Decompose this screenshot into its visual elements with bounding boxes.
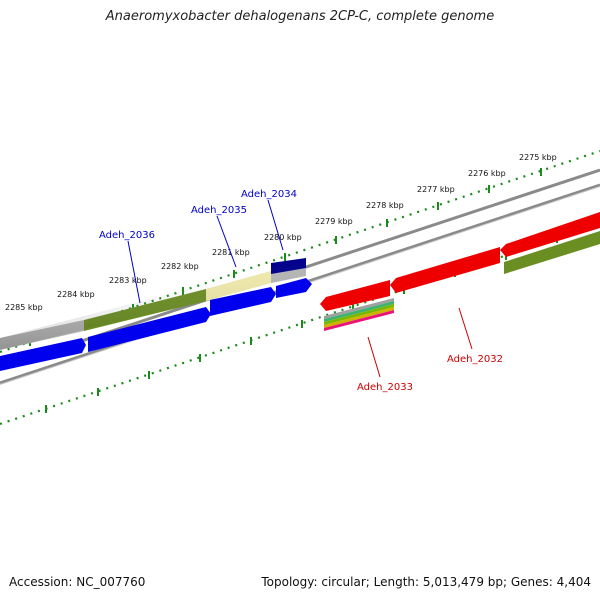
cds-arrow-adeh-2032[interactable] (390, 247, 500, 293)
gene-label-adeh-2033[interactable]: Adeh_2033 (357, 382, 413, 393)
cds-arrow-adeh-2034[interactable] (276, 278, 312, 298)
gene-label-adeh-2032[interactable]: Adeh_2032 (447, 354, 503, 365)
genome-summary-text: Topology: circular; Length: 5,013,479 bp… (261, 575, 591, 589)
tick-label-2279: 2279 kbp (315, 217, 353, 226)
cog-shading (0, 258, 306, 350)
cds-arrow-forward-left[interactable] (0, 338, 86, 371)
cds-arrow-adeh-2035[interactable] (210, 287, 276, 316)
cog-category-track (0, 231, 600, 350)
tick-label-2284: 2284 kbp (57, 290, 95, 299)
tick-label-2276: 2276 kbp (468, 169, 506, 178)
cds-arrow-reverse-right[interactable] (500, 212, 600, 257)
tick-label-2275: 2275 kbp (519, 153, 557, 162)
tick-label-2278: 2278 kbp (366, 201, 404, 210)
cog-block-olive-right (504, 231, 600, 274)
tick-label-2283: 2283 kbp (109, 276, 147, 285)
tick-label-2282: 2282 kbp (161, 262, 199, 271)
cds-arrow-adeh-2033[interactable] (320, 280, 390, 311)
gene-label-adeh-2036[interactable]: Adeh_2036 (99, 230, 155, 241)
gene-label-adeh-2035[interactable]: Adeh_2035 (191, 205, 247, 216)
reverse-cds-track (320, 212, 600, 311)
accession-text: Accession: NC_007760 (9, 575, 146, 589)
rna-feature-stripes (324, 298, 394, 331)
forward-cds-track (0, 278, 312, 371)
tick-label-2277: 2277 kbp (417, 185, 455, 194)
gene-labels: Adeh_2036 Adeh_2035 Adeh_2034 Adeh_2033 … (99, 189, 503, 393)
map-title: Anaeromyxobacter dehalogenans 2CP-C, com… (105, 9, 495, 24)
gene-label-leaders (127, 199, 473, 378)
gene-label-adeh-2034[interactable]: Adeh_2034 (241, 189, 297, 200)
inner-ruler-dots (0, 222, 600, 426)
tick-label-2280: 2280 kbp (264, 233, 302, 242)
tick-label-2285: 2285 kbp (5, 303, 43, 312)
cds-arrow-adeh-2036[interactable] (88, 307, 211, 352)
